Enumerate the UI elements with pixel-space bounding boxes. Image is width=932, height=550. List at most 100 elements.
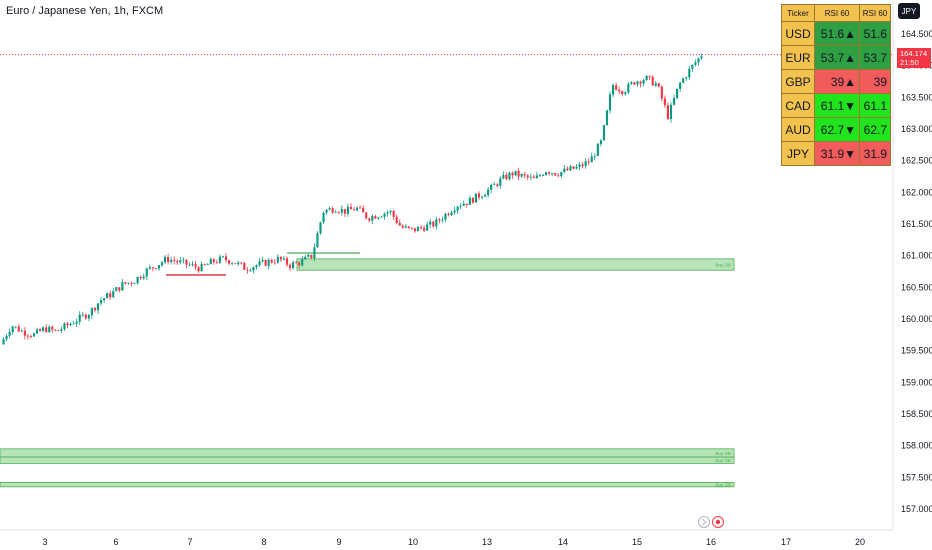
price-tick-label: 164.500 — [901, 29, 932, 39]
rsi-ticker: AUD — [781, 117, 815, 142]
candle-body — [276, 256, 279, 263]
rsi-row: GBP 39▲ 39 — [781, 69, 891, 94]
rsi-ticker: EUR — [781, 45, 815, 70]
candle-body — [160, 262, 164, 266]
candle-body — [310, 254, 313, 258]
candle-body — [151, 267, 154, 269]
order-block-zone[interactable] — [0, 481, 735, 488]
currency-button[interactable]: JPY — [898, 3, 920, 19]
candle-body — [679, 82, 682, 89]
candle-body — [639, 81, 642, 84]
zone-label: Buy OB — [715, 451, 731, 456]
candle-body — [645, 75, 648, 81]
candle-body — [255, 265, 258, 268]
candle-body — [145, 268, 148, 277]
order-block-zone[interactable] — [296, 258, 735, 271]
date-axis: 3 6 7 8 9 10 13 14 15 16 17 20 — [42, 537, 865, 547]
candle-body — [608, 94, 612, 111]
candle-body — [398, 222, 401, 226]
rsi-value: 39▲ — [814, 69, 860, 94]
candle-body — [685, 77, 688, 79]
candle-body — [691, 64, 694, 69]
rsi-row: CAD 61.1▼ 61.1 — [781, 93, 891, 118]
candle-body — [407, 226, 410, 228]
candle-body — [392, 210, 395, 217]
candle-body — [618, 89, 621, 92]
candle-body — [508, 172, 511, 180]
order-block-zone[interactable] — [0, 456, 735, 464]
rsi-value-2: 53.7 — [859, 45, 891, 70]
candle-body — [252, 267, 255, 271]
candle-body — [42, 327, 45, 331]
candle-body — [270, 259, 273, 263]
candle-body — [435, 219, 438, 227]
candle-body — [221, 256, 225, 258]
candle-body — [404, 226, 407, 228]
candle-body — [99, 300, 103, 304]
candle-body — [331, 208, 334, 213]
candle-body — [340, 209, 343, 213]
candle-body — [264, 260, 267, 266]
candle-body — [471, 197, 474, 203]
candle-body — [234, 263, 237, 265]
date-tick-label: 3 — [42, 537, 47, 547]
candle-body — [352, 209, 356, 211]
candle-body — [93, 308, 97, 311]
candle-body — [566, 168, 569, 171]
zone-label: Buy OB — [715, 483, 731, 488]
candle-body — [349, 206, 353, 210]
candle-body — [596, 143, 599, 156]
price-tick-label: 160.000 — [901, 314, 932, 324]
price-tick-label: 160.500 — [901, 282, 932, 292]
candle-body — [383, 213, 386, 217]
candle-body — [688, 68, 691, 78]
candle-body — [87, 315, 90, 319]
rsi-row: JPY 31.9▼ 31.9 — [781, 141, 891, 166]
last-price-tag: 164.174 21:50 — [897, 48, 931, 68]
candle-body — [441, 219, 444, 221]
candle-body — [362, 207, 365, 213]
candle-body — [538, 175, 542, 177]
candle-body — [502, 174, 505, 179]
rsi-header-rsi: RSI 60 — [814, 4, 860, 22]
candle-body — [63, 323, 66, 330]
chart-title: Euro / Japanese Yen, 1h, FXCM — [6, 5, 164, 17]
candle-body — [325, 209, 328, 213]
replay-icon[interactable] — [697, 515, 727, 529]
candle-body — [444, 213, 447, 220]
candle-body — [118, 287, 121, 291]
bar-countdown: 21:50 — [900, 58, 919, 67]
rsi-ticker: GBP — [781, 69, 815, 94]
candle-body — [227, 260, 231, 264]
candle-body — [240, 262, 243, 264]
candle-body — [313, 247, 316, 258]
candle-body — [578, 164, 581, 167]
candle-body — [267, 259, 270, 266]
candle-body — [2, 339, 5, 345]
price-tick-label: 162.500 — [901, 156, 932, 166]
candle-body — [112, 291, 115, 298]
candle-body — [599, 140, 602, 144]
candle-body — [663, 98, 666, 106]
candle-body — [5, 335, 8, 340]
order-block-zone[interactable] — [0, 448, 735, 458]
candle-body — [139, 276, 142, 279]
candle-body — [551, 173, 554, 175]
candle-body — [371, 216, 374, 221]
candle-body — [148, 267, 151, 269]
price-tick-label: 158.500 — [901, 409, 932, 419]
candle-body — [115, 287, 118, 292]
candle-body — [624, 92, 627, 95]
replay-controls[interactable] — [697, 515, 727, 529]
candle-body — [316, 233, 319, 248]
rsi-ticker: JPY — [781, 141, 815, 166]
price-tick-label: 163.500 — [901, 92, 932, 102]
candle-body — [548, 172, 551, 174]
candle-body — [121, 282, 124, 291]
candle-body — [84, 314, 87, 319]
candle-body — [669, 104, 673, 119]
candle-body — [532, 176, 535, 179]
candle-body — [285, 258, 289, 265]
candle-body — [188, 264, 191, 266]
